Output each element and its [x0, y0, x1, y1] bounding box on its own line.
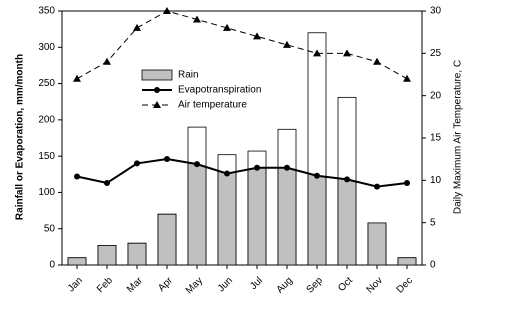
marker [253, 32, 261, 40]
marker [374, 183, 380, 190]
marker [163, 7, 171, 14]
line [76, 158, 408, 188]
bar-shade [97, 245, 117, 265]
y2-tick-label: 5 [430, 217, 436, 228]
y-tick-label: 250 [38, 78, 55, 89]
marker [133, 23, 141, 31]
y-tick-label: 50 [44, 223, 56, 234]
y2-tick-label: 0 [430, 260, 436, 271]
marker [73, 74, 81, 82]
legend-swatch [141, 69, 173, 81]
y-tick-label: 0 [49, 260, 55, 271]
x-tick-label: Mar [125, 275, 145, 295]
bar-shade [367, 222, 387, 265]
x-tick-label: Jun [216, 275, 235, 294]
y-tick-label: 100 [38, 187, 55, 198]
marker [164, 156, 170, 163]
x-tick-label: Dec [395, 275, 415, 295]
bar-shade [157, 213, 177, 265]
x-tick-label: Jul [248, 275, 265, 292]
marker [74, 173, 80, 180]
bar-shade [247, 159, 267, 265]
x-tick-label: Apr [156, 275, 175, 294]
bar-shade [217, 159, 237, 265]
x-tick-label: May [184, 275, 205, 296]
y2-axis-label: Daily Maximum Air Temperature, C [453, 60, 464, 214]
marker [373, 57, 381, 65]
y2-tick-label: 30 [430, 6, 442, 17]
marker [103, 57, 111, 65]
x-tick-label: Nov [365, 275, 385, 295]
marker [193, 15, 201, 23]
marker [314, 172, 320, 179]
legend-marker [153, 101, 161, 108]
marker [194, 161, 200, 168]
marker [134, 160, 140, 167]
line [76, 10, 408, 80]
y-tick-label: 200 [38, 114, 55, 125]
bar-shade [187, 159, 207, 265]
y2-tick-label: 20 [430, 90, 442, 101]
legend-label: Rain [178, 70, 199, 81]
marker [343, 49, 351, 57]
legend-label: Air temperature [178, 100, 247, 111]
y-tick-label: 300 [38, 42, 55, 53]
y-axis-label: Rainfall or Evaporation, mm/month [15, 54, 26, 220]
bar-shade [127, 242, 147, 265]
marker [403, 74, 411, 82]
legend-marker [154, 87, 160, 93]
marker [284, 164, 290, 171]
y2-tick-label: 25 [430, 48, 442, 59]
x-tick-label: Feb [95, 275, 115, 295]
y2-tick-label: 15 [430, 133, 442, 144]
legend-label: Evapotranspiration [178, 85, 261, 96]
marker [344, 176, 350, 183]
marker [254, 164, 260, 171]
marker [104, 179, 110, 186]
y-tick-label: 350 [38, 6, 55, 17]
bar-shade [67, 257, 87, 265]
marker [224, 170, 230, 177]
x-tick-label: Oct [336, 275, 355, 294]
marker [313, 49, 321, 57]
x-tick-label: Sep [305, 275, 326, 296]
bar-shade [397, 257, 417, 265]
x-tick-label: Aug [275, 275, 295, 295]
marker [404, 179, 410, 186]
y-tick-label: 150 [38, 151, 55, 162]
bar-shade [307, 159, 327, 265]
marker [223, 23, 231, 31]
bar-shade [277, 159, 297, 265]
y2-tick-label: 10 [430, 175, 442, 186]
x-tick-label: Jan [66, 275, 85, 294]
marker [283, 40, 291, 48]
